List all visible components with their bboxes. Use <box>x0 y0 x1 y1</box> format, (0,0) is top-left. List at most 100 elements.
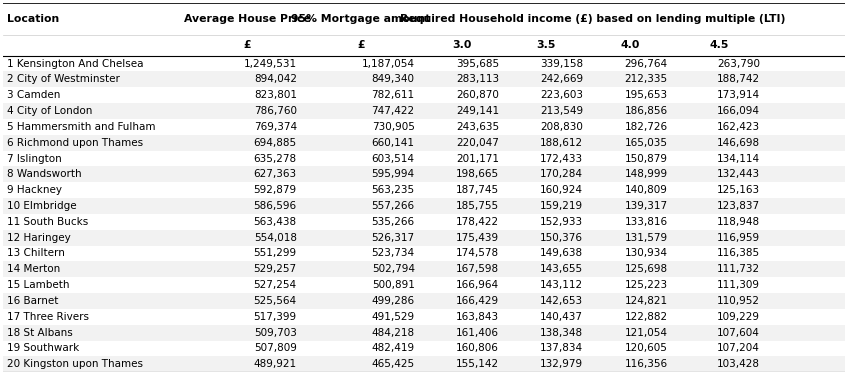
Text: 142,653: 142,653 <box>540 296 583 306</box>
Text: 170,284: 170,284 <box>540 170 583 179</box>
Text: 134,114: 134,114 <box>717 153 760 164</box>
Text: 223,603: 223,603 <box>540 90 583 100</box>
Text: 595,994: 595,994 <box>371 170 415 179</box>
Text: 242,669: 242,669 <box>540 74 583 84</box>
Text: 150,376: 150,376 <box>540 232 583 243</box>
Text: 849,340: 849,340 <box>371 74 415 84</box>
Text: 517,399: 517,399 <box>254 312 297 322</box>
Text: 167,598: 167,598 <box>456 264 499 274</box>
Text: 130,934: 130,934 <box>624 249 667 258</box>
Text: 535,266: 535,266 <box>371 217 415 227</box>
Bar <box>3 182 845 198</box>
Text: 220,047: 220,047 <box>456 138 499 148</box>
Text: 9 Hackney: 9 Hackney <box>7 185 62 195</box>
Bar <box>3 87 845 103</box>
Text: 283,113: 283,113 <box>456 74 499 84</box>
Text: 2 City of Westminster: 2 City of Westminster <box>7 74 120 84</box>
Text: 152,933: 152,933 <box>540 217 583 227</box>
Bar <box>3 277 845 293</box>
Text: 6 Richmond upon Thames: 6 Richmond upon Thames <box>7 138 143 148</box>
Text: 526,317: 526,317 <box>371 232 415 243</box>
Text: 132,979: 132,979 <box>540 359 583 369</box>
Bar <box>3 214 845 230</box>
Text: 3.0: 3.0 <box>452 40 471 51</box>
Text: 18 St Albans: 18 St Albans <box>7 328 73 338</box>
Text: 172,433: 172,433 <box>540 153 583 164</box>
Text: 12 Haringey: 12 Haringey <box>7 232 70 243</box>
Text: 823,801: 823,801 <box>254 90 297 100</box>
Text: 132,443: 132,443 <box>717 170 760 179</box>
Text: 160,806: 160,806 <box>456 344 499 354</box>
Text: 1 Kensington And Chelsea: 1 Kensington And Chelsea <box>7 58 143 69</box>
Text: 118,948: 118,948 <box>717 217 760 227</box>
Text: 143,655: 143,655 <box>540 264 583 274</box>
Text: 173,914: 173,914 <box>717 90 760 100</box>
Text: 188,612: 188,612 <box>540 138 583 148</box>
Text: 208,830: 208,830 <box>540 122 583 132</box>
Text: 3.5: 3.5 <box>537 40 555 51</box>
Text: 523,734: 523,734 <box>371 249 415 258</box>
Text: 529,257: 529,257 <box>254 264 297 274</box>
Text: 499,286: 499,286 <box>371 296 415 306</box>
Bar <box>3 325 845 340</box>
Bar <box>3 230 845 246</box>
Text: 19 Southwark: 19 Southwark <box>7 344 79 354</box>
Text: 121,054: 121,054 <box>624 328 667 338</box>
Text: 143,112: 143,112 <box>540 280 583 290</box>
Text: 148,999: 148,999 <box>624 170 667 179</box>
Text: 507,809: 507,809 <box>254 344 297 354</box>
Text: 782,611: 782,611 <box>371 90 415 100</box>
Text: 116,385: 116,385 <box>717 249 760 258</box>
Text: 131,579: 131,579 <box>624 232 667 243</box>
Text: 166,429: 166,429 <box>456 296 499 306</box>
Text: 260,870: 260,870 <box>456 90 499 100</box>
Text: 694,885: 694,885 <box>254 138 297 148</box>
Bar <box>3 119 845 135</box>
Text: 3 Camden: 3 Camden <box>7 90 60 100</box>
Text: 166,964: 166,964 <box>456 280 499 290</box>
Text: 111,732: 111,732 <box>717 264 760 274</box>
Text: 249,141: 249,141 <box>456 106 499 116</box>
Text: 160,924: 160,924 <box>540 185 583 195</box>
Text: 213,549: 213,549 <box>540 106 583 116</box>
Text: 159,219: 159,219 <box>540 201 583 211</box>
Text: 140,809: 140,809 <box>625 185 667 195</box>
Text: 116,959: 116,959 <box>717 232 760 243</box>
Text: 178,422: 178,422 <box>456 217 499 227</box>
Text: 786,760: 786,760 <box>254 106 297 116</box>
Text: 395,685: 395,685 <box>456 58 499 69</box>
Text: 95% Mortgage amount: 95% Mortgage amount <box>291 14 431 24</box>
Text: 116,356: 116,356 <box>624 359 667 369</box>
Text: 185,755: 185,755 <box>456 201 499 211</box>
Text: 163,843: 163,843 <box>456 312 499 322</box>
Text: 125,223: 125,223 <box>624 280 667 290</box>
Text: 146,698: 146,698 <box>717 138 760 148</box>
Text: 155,142: 155,142 <box>456 359 499 369</box>
Text: 14 Merton: 14 Merton <box>7 264 60 274</box>
Text: 140,437: 140,437 <box>540 312 583 322</box>
Bar <box>3 198 845 214</box>
Text: 603,514: 603,514 <box>371 153 415 164</box>
Text: 16 Barnet: 16 Barnet <box>7 296 59 306</box>
Text: 110,952: 110,952 <box>717 296 760 306</box>
Text: 103,428: 103,428 <box>717 359 760 369</box>
Text: 124,821: 124,821 <box>624 296 667 306</box>
Text: 138,348: 138,348 <box>540 328 583 338</box>
Text: 557,266: 557,266 <box>371 201 415 211</box>
Text: 139,317: 139,317 <box>624 201 667 211</box>
Text: 1,249,531: 1,249,531 <box>243 58 297 69</box>
Text: 730,905: 730,905 <box>372 122 415 132</box>
Text: 166,094: 166,094 <box>717 106 760 116</box>
Text: 551,299: 551,299 <box>254 249 297 258</box>
Text: 4.0: 4.0 <box>621 40 640 51</box>
Text: 8 Wandsworth: 8 Wandsworth <box>7 170 81 179</box>
Text: 465,425: 465,425 <box>371 359 415 369</box>
Text: 175,439: 175,439 <box>456 232 499 243</box>
Text: 491,529: 491,529 <box>371 312 415 322</box>
Text: 263,790: 263,790 <box>717 58 760 69</box>
Text: 339,158: 339,158 <box>540 58 583 69</box>
Text: 125,698: 125,698 <box>624 264 667 274</box>
Text: 1,187,054: 1,187,054 <box>362 58 415 69</box>
Text: 123,837: 123,837 <box>717 201 760 211</box>
Text: 489,921: 489,921 <box>254 359 297 369</box>
